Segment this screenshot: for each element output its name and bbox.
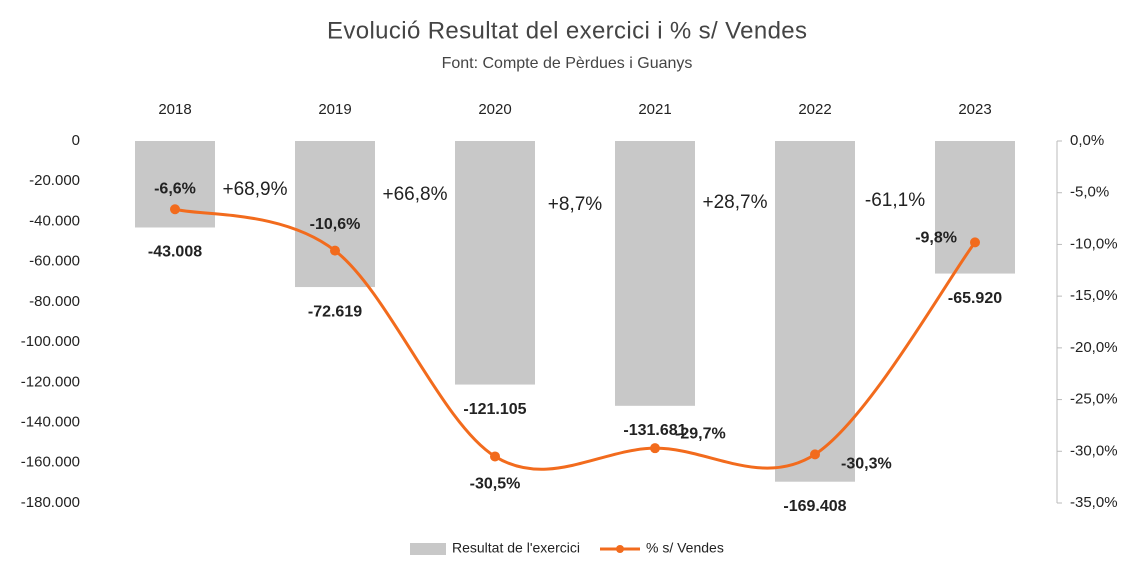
y-tick-label: -40.000 — [29, 212, 80, 229]
y-tick-label: -140.000 — [21, 414, 80, 431]
legend-label: % s/ Vendes — [646, 540, 724, 556]
bar — [775, 141, 855, 482]
y-tick-label: -80.000 — [29, 293, 80, 310]
bar — [455, 141, 535, 385]
line-marker — [970, 237, 980, 248]
y2-tick-label: -35,0% — [1070, 494, 1118, 511]
line-label: -10,6% — [310, 216, 361, 233]
legend-swatch — [410, 543, 446, 555]
y-tick-label: -20.000 — [29, 172, 80, 189]
line-label: -29,7% — [675, 425, 726, 442]
chart-subtitle: Font: Compte de Pèrdues i Guanys — [442, 55, 693, 72]
annotation: +68,9% — [223, 179, 288, 200]
bar-label: -121.105 — [463, 401, 526, 418]
y-tick-label: -160.000 — [21, 454, 80, 471]
bar-label: -65.920 — [948, 290, 1002, 307]
y-tick-label: 0 — [72, 132, 80, 149]
bar-label: -72.619 — [308, 303, 362, 320]
line-label: -6,6% — [154, 180, 196, 197]
line-marker — [650, 443, 660, 454]
legend-label: Resultat de l'exercici — [452, 540, 580, 556]
bar-label: -43.008 — [148, 244, 202, 261]
line-label: -30,3% — [841, 456, 892, 473]
chart-title: Evolució Resultat del exercici i % s/ Ve… — [327, 17, 807, 44]
line-marker — [170, 204, 180, 215]
line-marker — [490, 451, 500, 462]
line — [174, 207, 977, 471]
x-tick-label: 2020 — [478, 101, 511, 118]
annotation: +66,8% — [383, 184, 448, 205]
y2-tick-label: -5,0% — [1070, 184, 1109, 201]
x-tick-label: 2021 — [638, 101, 671, 118]
annotation: -61,1% — [865, 190, 925, 211]
x-tick-label: 2022 — [798, 101, 831, 118]
y2-tick-label: 0,0% — [1070, 132, 1104, 149]
bar — [615, 141, 695, 406]
line-label: -9,8% — [915, 230, 957, 247]
y2-tick-label: -15,0% — [1070, 287, 1118, 304]
annotation: +8,7% — [548, 194, 603, 215]
bar — [935, 141, 1015, 274]
line-label: -30,5% — [470, 476, 521, 493]
line-marker — [330, 245, 340, 256]
y2-tick-label: -20,0% — [1070, 339, 1118, 356]
line-marker — [810, 449, 820, 460]
annotation: +28,7% — [703, 192, 768, 213]
y-tick-label: -60.000 — [29, 253, 80, 270]
y-tick-label: -100.000 — [21, 333, 80, 350]
x-tick-label: 2023 — [958, 101, 991, 118]
x-tick-label: 2018 — [158, 101, 191, 118]
legend-swatch — [616, 545, 624, 553]
y2-tick-label: -30,0% — [1070, 442, 1118, 459]
y-tick-label: -180.000 — [21, 494, 80, 511]
y-tick-label: -120.000 — [21, 373, 80, 390]
y2-tick-label: -25,0% — [1070, 391, 1118, 408]
x-tick-label: 2019 — [318, 101, 351, 118]
bar-label: -131.681 — [623, 422, 686, 439]
bar — [295, 141, 375, 288]
bar-label: -169.408 — [783, 498, 846, 515]
y2-tick-label: -10,0% — [1070, 235, 1118, 252]
